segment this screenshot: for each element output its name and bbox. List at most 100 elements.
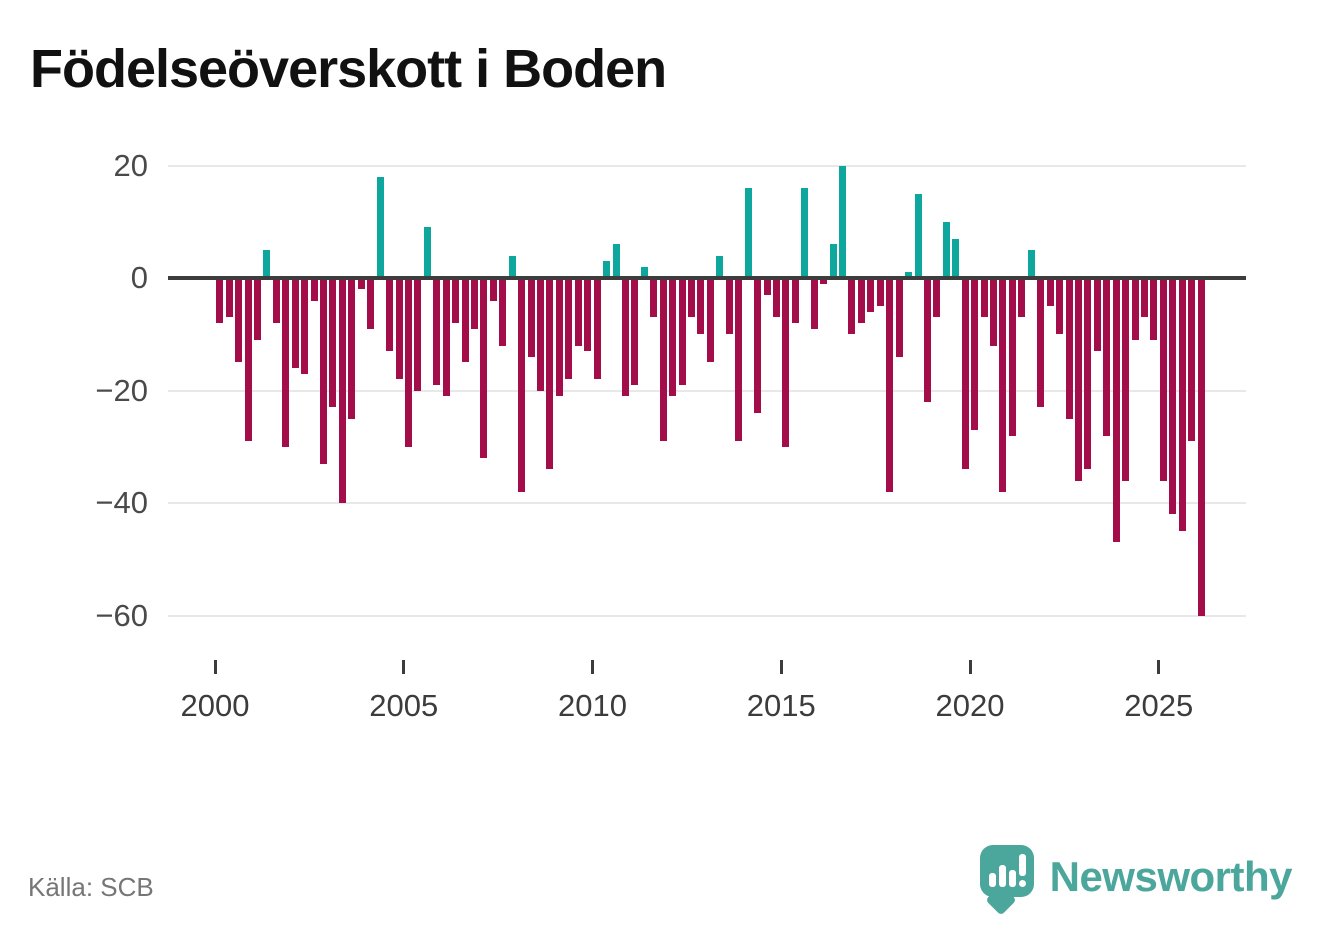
bar-2002q1 bbox=[291, 278, 299, 368]
bar-2023q4 bbox=[1112, 278, 1120, 543]
bar-2004q3 bbox=[386, 278, 394, 352]
bar-2025q4 bbox=[1188, 278, 1196, 442]
y-axis-label--60: −60 bbox=[95, 597, 148, 633]
x-axis-label-2010: 2010 bbox=[558, 688, 627, 723]
bar-2004q4 bbox=[395, 278, 403, 380]
bar-2016q1 bbox=[820, 278, 828, 284]
bar-2010q2 bbox=[603, 261, 611, 278]
bar-2012q2 bbox=[678, 278, 686, 385]
bar-2020q2 bbox=[980, 278, 988, 318]
bar-2026q1 bbox=[1197, 278, 1205, 616]
x-tick-2025 bbox=[1157, 660, 1161, 674]
bar-2008q3 bbox=[537, 278, 545, 391]
gridline--20 bbox=[168, 389, 1246, 392]
bar-2003q3 bbox=[348, 278, 356, 419]
bar-2020q1 bbox=[971, 278, 979, 430]
bar-2021q1 bbox=[1008, 278, 1016, 436]
bar-2017q1 bbox=[857, 278, 865, 323]
bar-2025q3 bbox=[1178, 278, 1186, 532]
bar-2001q2 bbox=[263, 249, 271, 278]
bar-2013q2 bbox=[716, 255, 724, 278]
bar-2016q4 bbox=[848, 278, 856, 335]
newsworthy-logo-icon bbox=[979, 845, 1034, 916]
bar-2007q4 bbox=[508, 255, 516, 278]
x-axis-label-2015: 2015 bbox=[746, 688, 816, 723]
bar-2015q1 bbox=[782, 278, 790, 447]
chart-title: Födelseöverskott i Boden bbox=[30, 39, 667, 99]
bar-2021q2 bbox=[1018, 278, 1026, 318]
bar-2000q3 bbox=[235, 278, 243, 363]
bar-2001q4 bbox=[282, 278, 290, 447]
bar-2018q2 bbox=[905, 272, 913, 278]
bar-2013q1 bbox=[706, 278, 714, 363]
bar-2012q3 bbox=[688, 278, 696, 318]
bar-2009q4 bbox=[584, 278, 592, 352]
bar-2006q4 bbox=[470, 278, 478, 329]
x-tick-2005 bbox=[402, 660, 406, 674]
bar-2021q4 bbox=[1037, 278, 1045, 408]
newsworthy-wordmark: Newsworthy bbox=[1049, 853, 1293, 900]
bar-2008q1 bbox=[518, 278, 526, 492]
bar-2010q1 bbox=[593, 278, 601, 380]
bar-2004q2 bbox=[376, 176, 384, 278]
bar-2006q3 bbox=[461, 278, 469, 363]
bar-2008q2 bbox=[527, 278, 535, 357]
bar-2013q4 bbox=[735, 278, 743, 442]
y-axis-label--40: −40 bbox=[95, 485, 148, 520]
bar-2007q2 bbox=[489, 278, 497, 301]
bar-2020q4 bbox=[999, 278, 1007, 492]
bar-2010q4 bbox=[621, 278, 629, 397]
bar-2022q2 bbox=[1056, 278, 1064, 335]
y-axis-label--20: −20 bbox=[95, 372, 148, 408]
gridline-20 bbox=[168, 164, 1246, 167]
bar-2013q3 bbox=[725, 278, 733, 335]
bar-2018q3 bbox=[914, 193, 922, 278]
bar-2015q2 bbox=[791, 278, 799, 323]
bar-2008q4 bbox=[546, 278, 554, 470]
bar-2003q4 bbox=[357, 278, 365, 290]
bar-2003q1 bbox=[329, 278, 337, 408]
bar-2022q4 bbox=[1074, 278, 1082, 481]
bar-2009q1 bbox=[555, 278, 563, 397]
y-axis-label-0: 0 bbox=[130, 260, 148, 295]
bar-2016q2 bbox=[829, 244, 837, 278]
bar-2000q4 bbox=[244, 278, 252, 442]
bar-2019q4 bbox=[961, 278, 969, 470]
bar-2011q3 bbox=[650, 278, 658, 318]
bar-2024q4 bbox=[1150, 278, 1158, 340]
bar-2010q3 bbox=[612, 244, 620, 278]
bar-2012q1 bbox=[669, 278, 677, 397]
bar-2014q1 bbox=[744, 188, 752, 278]
bar-2021q3 bbox=[1027, 249, 1035, 278]
x-tick-2015 bbox=[779, 660, 783, 674]
bar-2023q2 bbox=[1093, 278, 1101, 352]
bar-2011q4 bbox=[659, 278, 667, 442]
x-axis-label-2020: 2020 bbox=[935, 688, 1005, 723]
bar-2001q3 bbox=[272, 278, 280, 323]
bar-2003q2 bbox=[338, 278, 346, 503]
bar-2025q2 bbox=[1169, 278, 1177, 515]
bar-2000q1 bbox=[216, 278, 224, 323]
bar-2018q4 bbox=[923, 278, 931, 402]
bar-2000q2 bbox=[225, 278, 233, 318]
bar-2015q4 bbox=[810, 278, 818, 329]
bar-2005q3 bbox=[423, 227, 431, 278]
bar-2002q3 bbox=[310, 278, 318, 301]
bar-2006q2 bbox=[452, 278, 460, 323]
bar-2019q2 bbox=[942, 221, 950, 278]
bar-2017q2 bbox=[867, 278, 875, 312]
bar-2023q1 bbox=[1084, 278, 1092, 470]
bar-2014q3 bbox=[763, 278, 771, 295]
bar-2002q2 bbox=[301, 278, 309, 374]
bar-2018q1 bbox=[895, 278, 903, 357]
x-axis-label-2025: 2025 bbox=[1124, 688, 1194, 723]
source-label: Källa: SCB bbox=[28, 872, 154, 902]
x-tick-2020 bbox=[968, 660, 972, 674]
bar-2017q3 bbox=[876, 278, 884, 307]
x-axis-label-2000: 2000 bbox=[180, 688, 250, 723]
bar-2005q2 bbox=[414, 278, 422, 391]
bar-2004q1 bbox=[367, 278, 375, 329]
y-axis-label-20: 20 bbox=[113, 147, 148, 183]
bar-2020q3 bbox=[990, 278, 998, 346]
